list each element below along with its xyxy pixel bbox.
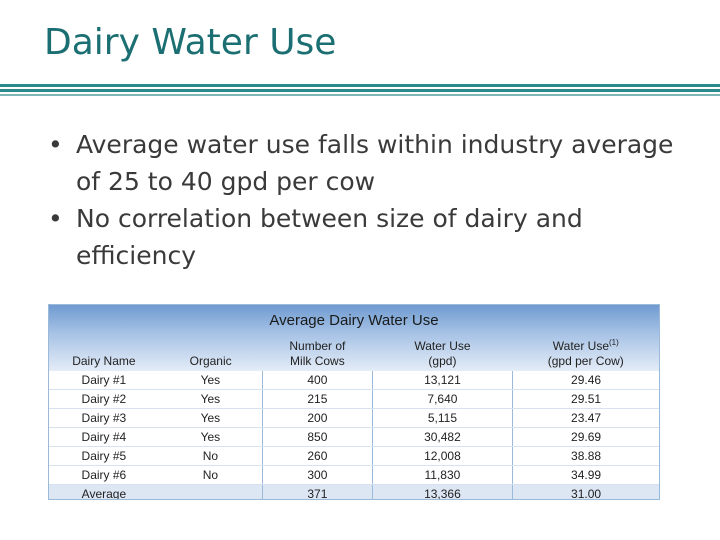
cell-water-use: 13,121 — [371, 371, 513, 390]
header-dairy-name-text: Dairy Name — [72, 354, 136, 368]
bullet-dot: • — [48, 204, 63, 233]
title-divider-line — [0, 94, 720, 96]
cell-milk-cows: 400 — [261, 371, 373, 390]
table-row: Dairy #3 Yes 200 5,115 23.47 — [49, 408, 659, 428]
cell-organic: No — [158, 446, 263, 466]
cell-water-use: 12,008 — [371, 446, 513, 466]
cell-milk-cows: 850 — [261, 427, 373, 447]
cell-water-per-cow: 34.99 — [512, 465, 659, 485]
cell-dairy-name: Dairy #1 — [49, 371, 159, 390]
cell-dairy-name: Average — [49, 484, 159, 499]
table-caption: Average Dairy Water Use — [269, 311, 439, 329]
cell-water-per-cow: 29.69 — [512, 427, 659, 447]
bullet-text: No correlation between size of dairy and… — [76, 204, 583, 270]
slide-title: Dairy Water Use — [44, 22, 337, 63]
cell-water-use: 5,115 — [371, 408, 513, 428]
table-row-average: Average 371 13,366 31.00 — [49, 484, 659, 499]
cell-milk-cows: 200 — [261, 408, 373, 428]
bullet-text: Average water use falls within industry … — [76, 130, 674, 196]
cell-dairy-name: Dairy #4 — [49, 427, 159, 447]
cell-water-per-cow: 23.47 — [512, 408, 659, 428]
cell-milk-cows: 215 — [261, 389, 373, 409]
cell-water-per-cow: 31.00 — [512, 484, 659, 499]
cell-water-per-cow: 38.88 — [512, 446, 659, 466]
footnote-marker: (1) — [609, 338, 619, 347]
cell-water-use: 30,482 — [371, 427, 513, 447]
bullet-item: • Average water use falls within industr… — [48, 126, 688, 200]
cell-dairy-name: Dairy #6 — [49, 465, 159, 485]
cell-dairy-name: Dairy #3 — [49, 408, 159, 428]
cell-dairy-name: Dairy #5 — [49, 446, 159, 466]
cell-milk-cows: 260 — [261, 446, 373, 466]
cell-water-use: 13,366 — [371, 484, 513, 499]
header-water-use-line1: Water Use — [414, 339, 471, 353]
bullet-dot: • — [48, 130, 63, 159]
title-divider-line — [0, 89, 720, 92]
header-organic: Organic — [159, 335, 263, 371]
cell-organic — [158, 484, 263, 499]
table-row: Dairy #5 No 260 12,008 38.88 — [49, 446, 659, 466]
bullet-item: • No correlation between size of dairy a… — [48, 200, 688, 274]
cell-organic: Yes — [158, 427, 263, 447]
cell-milk-cows: 371 — [261, 484, 373, 499]
cell-organic: Yes — [158, 389, 263, 409]
header-water-per-cow-line2: (gpd per Cow) — [547, 354, 624, 368]
title-divider-line — [0, 84, 720, 87]
table-row: Dairy #1 Yes 400 13,121 29.46 — [49, 371, 659, 390]
cell-dairy-name: Dairy #2 — [49, 389, 159, 409]
header-milk-cows: Number of Milk Cows — [262, 335, 372, 371]
header-water-use: Water Use (gpd) — [372, 335, 512, 371]
cell-water-per-cow: 29.51 — [512, 389, 659, 409]
cell-water-per-cow: 29.46 — [512, 371, 659, 390]
header-milk-cows-line2: Milk Cows — [290, 354, 345, 368]
bullet-list: • Average water use falls within industr… — [48, 126, 688, 274]
header-water-use-line2: (gpd) — [428, 354, 457, 368]
header-organic-text: Organic — [189, 354, 232, 368]
table-row: Dairy #2 Yes 215 7,640 29.51 — [49, 389, 659, 409]
cell-organic: No — [158, 465, 263, 485]
header-water-per-cow: Water Use(1) (gpd per Cow) — [513, 335, 659, 371]
header-water-per-cow-line1: Water Use(1) — [513, 339, 659, 354]
cell-water-use: 7,640 — [371, 389, 513, 409]
table-row: Dairy #6 No 300 11,830 34.99 — [49, 465, 659, 485]
header-dairy-name: Dairy Name — [49, 335, 159, 371]
cell-organic: Yes — [158, 371, 263, 390]
table-row: Dairy #4 Yes 850 30,482 29.69 — [49, 427, 659, 447]
cell-milk-cows: 300 — [261, 465, 373, 485]
cell-water-use: 11,830 — [371, 465, 513, 485]
cell-organic: Yes — [158, 408, 263, 428]
header-water-per-cow-label: Water Use — [552, 339, 610, 353]
dairy-water-table: Average Dairy Water Use Dairy Name Organ… — [48, 304, 660, 500]
header-milk-cows-line1: Number of — [289, 339, 346, 353]
